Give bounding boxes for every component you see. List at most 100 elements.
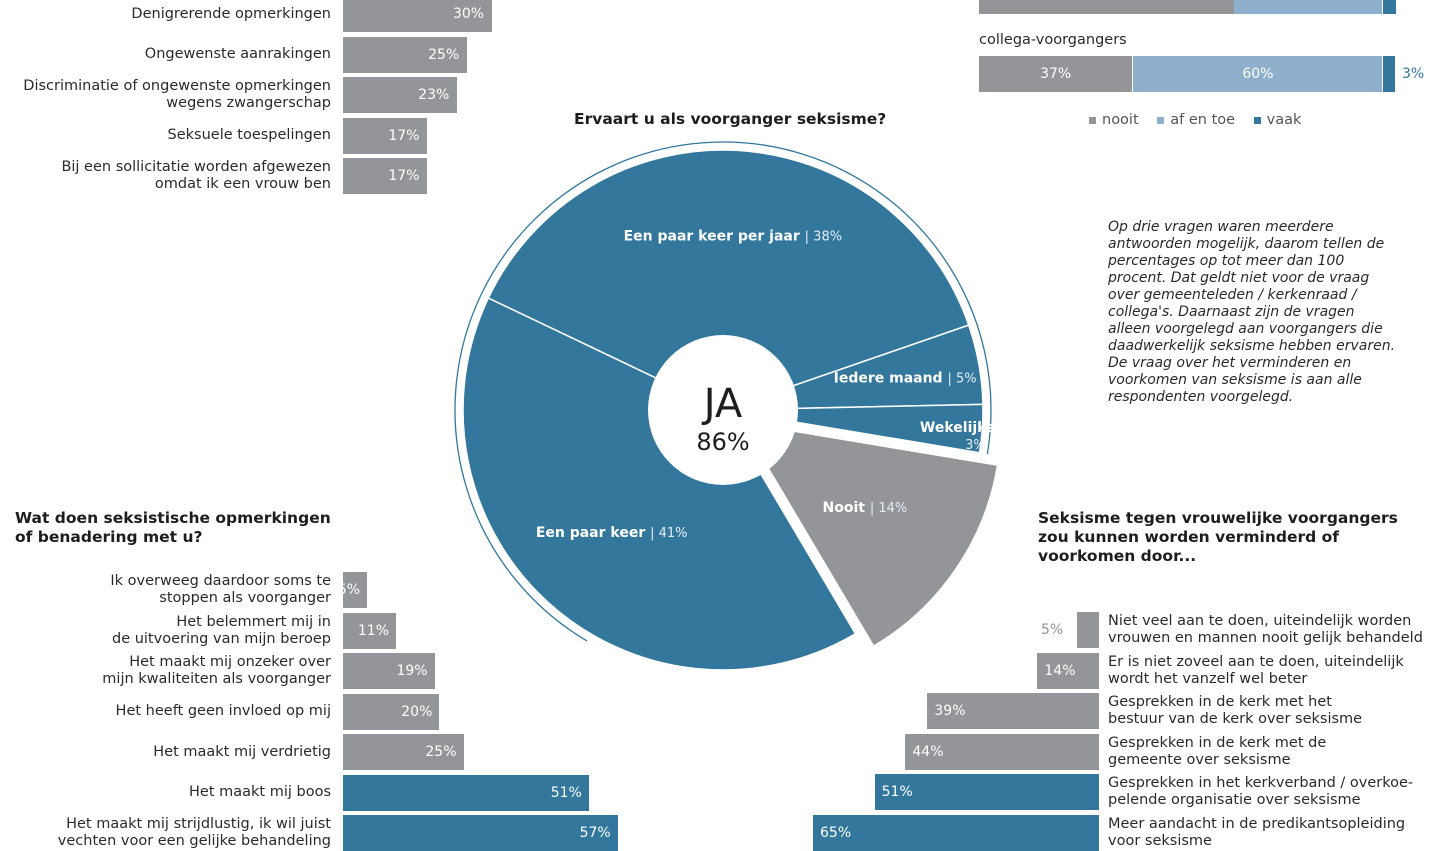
bottom-right-title: Seksisme tegen vrouwelijke voorgangers z… <box>1038 509 1398 565</box>
bottom-left-bar: 57% <box>343 815 618 851</box>
pie-slice-label: Nooit | 14% <box>823 500 908 516</box>
pie-slice-label-name: Wekelijks <box>920 420 995 436</box>
top-left-bar-label: Discriminatie of ongewenste opmerkingen w… <box>23 78 331 111</box>
top-left-bar-value: 23% <box>418 87 450 103</box>
bottom-right-bar-label: Er is niet zoveel aan te doen, uiteindel… <box>1108 653 1404 687</box>
bottom-left-bar: 19% <box>343 653 435 689</box>
top-left-bar: 17% <box>343 158 428 194</box>
bottom-left-bar-value: 25% <box>425 744 457 760</box>
pie-slice-value: 3% <box>965 438 986 453</box>
pie-slice-een-paar-keer-per-jaar <box>487 149 970 411</box>
partial-bar-nooit-value: 51% <box>1091 0 1122 14</box>
top-left-bar-label: Denigrerende opmerkingen <box>131 5 331 22</box>
legend-swatch-vaak <box>1253 116 1261 124</box>
bottom-right-bar-label: Niet veel aan te doen, uiteindelijk word… <box>1108 613 1423 646</box>
top-left-bar: 25% <box>343 36 468 73</box>
bottom-right-bar-value: 65% <box>820 824 852 841</box>
top-left-bar-label: Bij een sollicitatie worden afgewezen omd… <box>61 159 331 192</box>
legend-swatch-af-en-toe <box>1157 116 1165 124</box>
bottom-right-bar: 65% <box>813 814 1099 851</box>
top-left-bar-value: 25% <box>428 46 460 63</box>
pie-slice-value: | 5% <box>947 371 976 386</box>
partial-bar-af-en-toe: 38% <box>1234 0 1382 14</box>
pie-slice-label-name: Iedere maand <box>834 370 948 386</box>
bottom-right-bar-value: 14% <box>1044 662 1076 679</box>
partial-bar-af-en-toe-value: 38% <box>1292 0 1323 14</box>
pie-slice-nooit <box>739 421 999 648</box>
pie-slice-value: | 41% <box>650 526 687 541</box>
partial-bar-nooit: 51% <box>979 0 1234 14</box>
bottom-left-bar-value: 11% <box>357 622 390 639</box>
top-left-bar-value: 30% <box>452 6 485 22</box>
pie-outer-arc-left <box>454 294 588 642</box>
bottom-right-bar-label: Gesprekken in de kerk met het bestuur van… <box>1108 694 1363 727</box>
pie-center-ja: JA <box>701 381 743 427</box>
legend: nooit af en toe vaak <box>1089 112 1315 128</box>
bottom-left-bar-label: Het belemmert mij in de uitvoering van mi… <box>111 613 331 647</box>
stacked-segment-nooit: 37% <box>979 56 1133 92</box>
bottom-left-bar: 25% <box>343 734 464 770</box>
top-left-bar-value: 17% <box>388 127 420 144</box>
top-left-bar-label: Seksuele toespelingen <box>167 127 331 143</box>
pie-center-hole <box>648 335 798 485</box>
partial-bar-vaak-value: 1% <box>1403 0 1425 14</box>
bottom-right-bar-value: 39% <box>934 703 966 719</box>
bottom-right-bar-value: 5% <box>1041 622 1064 638</box>
bottom-left-title: Wat doen seksistische opmerkingen of ben… <box>15 509 331 546</box>
bottom-left-bar-value: 51% <box>550 784 582 801</box>
bottom-right-bar-value: 51% <box>881 784 913 800</box>
bottom-left-bar-value: 57% <box>579 825 611 841</box>
bottom-left-bar: 11% <box>343 612 397 649</box>
stacked-segment-value: 37% <box>1040 66 1072 82</box>
bottom-right-bar: 44% <box>905 733 1099 770</box>
top-left-bar-value: 17% <box>388 168 420 184</box>
legend-item-vaak: vaak <box>1253 112 1302 128</box>
bottom-left-bar: 20% <box>343 693 440 730</box>
bottom-left-bar-label: Ik overweeg daardoor soms te stoppen als … <box>110 573 331 606</box>
bottom-left-bar-label: Het heeft geen invloed op mij <box>115 703 331 719</box>
bottom-right-bar-label: Gesprekken in het kerkverband / overkoe-… <box>1108 775 1414 808</box>
pie-slice-label: Een paar keer | 41% <box>536 525 688 541</box>
bottom-right-bar-label: Meer aandacht in de predikantsopleiding v… <box>1108 815 1406 849</box>
pie-outer-arc <box>480 141 992 455</box>
legend-swatch-nooit <box>1089 116 1096 124</box>
bottom-right-bar <box>1077 612 1099 648</box>
bottom-left-bar-label: Het maakt mij verdrietig <box>153 743 331 760</box>
top-left-bar-label: Ongewenste aanrakingen <box>144 46 331 62</box>
pie-slice-label-name: Nooit <box>823 500 870 516</box>
bottom-left-bar-value: 19% <box>396 663 428 679</box>
top-left-bar: 23% <box>343 77 458 113</box>
bottom-right-bar-value: 44% <box>912 743 944 760</box>
pie-slice-wekelijks <box>722 403 984 454</box>
legend-item-nooit: nooit <box>1089 112 1139 128</box>
footnote: Op drie vragen waren meerdere antwoorden… <box>1108 219 1396 405</box>
legend-label-nooit: nooit <box>1102 112 1139 128</box>
bottom-left-bar: 51% <box>343 774 589 811</box>
pie-slice-value: | 38% <box>805 229 842 244</box>
bottom-right-bar: 14% <box>1037 652 1099 689</box>
pie-slice-label-name: Een paar keer per jaar <box>624 228 805 244</box>
pie-slice-value: | 14% <box>870 501 907 516</box>
bottom-right-bar: 39% <box>927 693 1099 729</box>
partial-bar-vaak <box>1383 0 1396 14</box>
legend-label-vaak: vaak <box>1266 112 1302 128</box>
stacked-segment-af-en-toe: 60% <box>1133 56 1383 92</box>
stacked-segment-value: 60% <box>1242 66 1274 82</box>
bottom-left-bar-label: Het maakt mij strijdlustig, ik wil juist… <box>57 816 331 849</box>
stacked-segment-value: 3% <box>1402 66 1425 82</box>
legend-item-af-en-toe: af en toe <box>1157 112 1235 128</box>
pie-slice-label-name: Een paar keer <box>536 525 650 541</box>
legend-label-af-en-toe: af en toe <box>1170 112 1236 128</box>
stacked-segment-vaak <box>1383 56 1395 92</box>
pie-slice-label: Iedere maand | 5% <box>834 370 977 386</box>
pie-slice-iedere-maand <box>722 324 984 411</box>
bottom-right-bar-label: Gesprekken in de kerk met de gemeente ove… <box>1108 734 1327 768</box>
stacked-category-label: collega-voorgangers <box>979 32 1127 48</box>
pie-title: Ervaart u als voorganger seksisme? <box>574 110 887 128</box>
bottom-left-bar-label: Het maakt mij onzeker over mijn kwaliteit… <box>102 654 331 687</box>
bottom-left-bar-value: 20% <box>401 703 433 720</box>
pie-slice-label: Een paar keer per jaar | 38% <box>624 228 843 244</box>
bottom-left-bar-label: Het maakt mij boos <box>189 784 331 800</box>
bottom-right-bar: 51% <box>874 774 1099 810</box>
bottom-left-bar: 5% <box>338 572 368 608</box>
